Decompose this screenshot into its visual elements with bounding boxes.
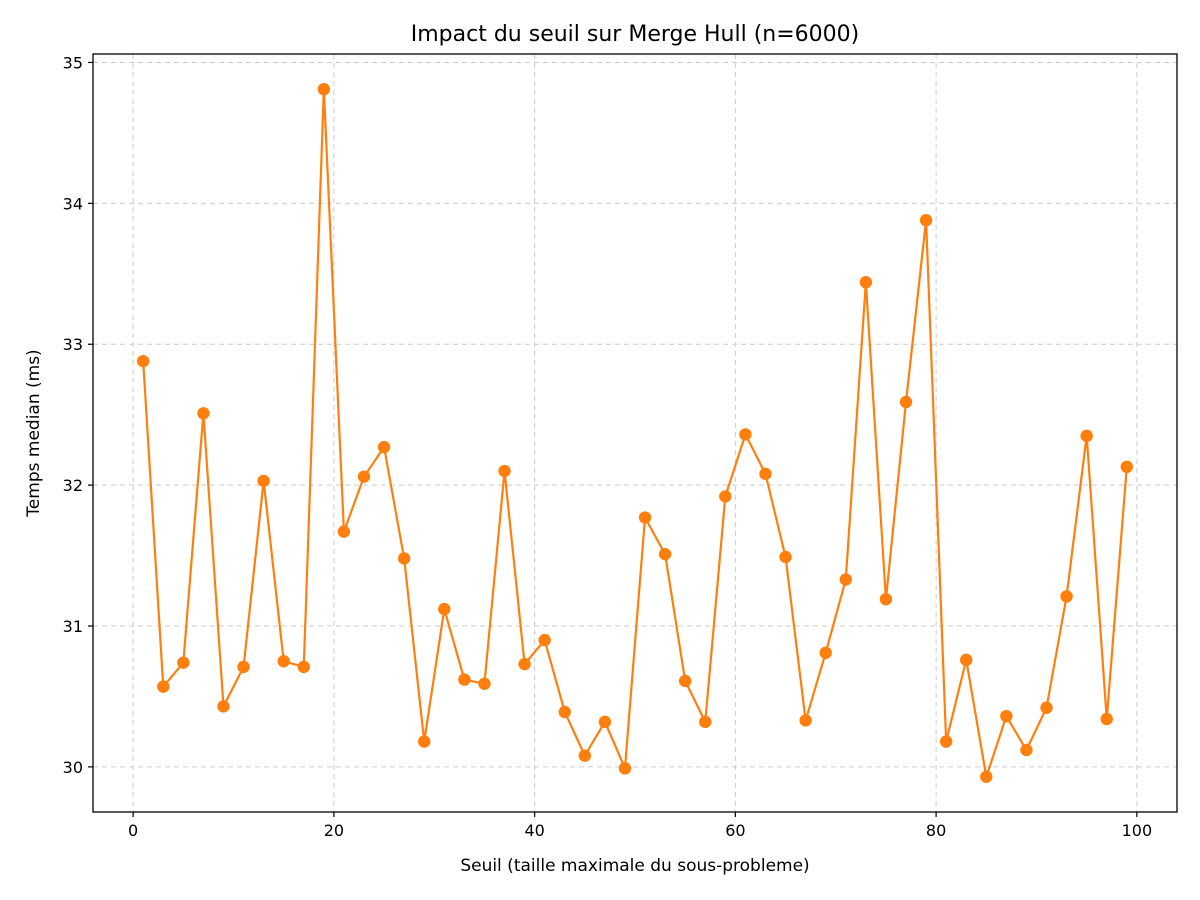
data-point xyxy=(357,470,371,483)
data-point xyxy=(177,656,190,669)
data-point xyxy=(237,660,250,674)
data-point xyxy=(1020,743,1033,757)
data-point xyxy=(1100,712,1113,726)
data-point xyxy=(217,700,230,713)
data-point xyxy=(598,715,612,729)
data-point xyxy=(458,673,471,686)
x-tick-label: 20 xyxy=(324,821,344,840)
data-point xyxy=(658,547,672,561)
y-tick-label: 31 xyxy=(63,617,83,636)
data-point xyxy=(377,440,391,454)
x-tick-label: 100 xyxy=(1122,821,1153,840)
data-point xyxy=(799,714,812,727)
x-axis-label: Seuil (taille maximale du sous-probleme) xyxy=(460,856,809,876)
x-tick-label: 0 xyxy=(128,821,138,840)
data-point xyxy=(899,395,913,409)
data-point xyxy=(297,660,310,674)
data-point xyxy=(538,633,551,647)
data-point xyxy=(478,677,491,690)
data-point xyxy=(678,674,692,688)
data-point xyxy=(157,680,170,693)
x-tick-label: 60 xyxy=(725,821,745,840)
y-tick-label: 33 xyxy=(63,335,83,354)
series xyxy=(136,83,1134,783)
data-point xyxy=(859,276,873,289)
chart-title: Impact du seuil sur Merge Hull (n=6000) xyxy=(411,22,860,47)
data-point xyxy=(578,749,592,762)
data-point xyxy=(1060,590,1073,603)
data-point xyxy=(779,550,792,564)
data-point xyxy=(980,770,993,783)
plot-frame xyxy=(92,53,1178,813)
data-point xyxy=(719,490,732,503)
data-point xyxy=(418,735,431,748)
x-tick-label: 80 xyxy=(926,821,946,840)
data-point xyxy=(759,467,772,481)
y-tick-label: 35 xyxy=(63,53,83,72)
x-tick-label: 40 xyxy=(524,821,544,840)
data-point xyxy=(1120,460,1134,474)
data-point xyxy=(1080,429,1093,443)
data-point xyxy=(879,593,893,606)
data-point xyxy=(337,525,351,538)
data-point xyxy=(960,653,973,667)
series-line xyxy=(142,88,1128,778)
data-point xyxy=(919,214,933,227)
data-point xyxy=(558,705,571,719)
data-point xyxy=(739,428,752,441)
data-point xyxy=(819,646,832,659)
y-axis: 30 31 32 33 34 35 xyxy=(63,53,93,777)
y-tick-label: 30 xyxy=(63,758,83,777)
data-point xyxy=(1040,701,1053,714)
data-point xyxy=(618,762,632,775)
data-point xyxy=(518,657,531,671)
y-tick-label: 34 xyxy=(63,194,83,213)
data-point xyxy=(257,474,270,488)
data-point xyxy=(136,354,150,368)
data-point xyxy=(277,655,290,668)
data-point xyxy=(317,83,331,96)
x-axis: 0 20 40 60 80 100 xyxy=(128,812,1152,840)
data-point xyxy=(397,552,411,565)
data-point xyxy=(638,511,652,524)
data-point xyxy=(197,407,210,420)
data-point xyxy=(939,735,953,748)
grid xyxy=(93,54,1177,812)
y-tick-label: 32 xyxy=(63,476,83,495)
data-point xyxy=(1000,709,1013,723)
data-point xyxy=(699,715,712,729)
data-point xyxy=(438,602,451,616)
y-axis-label: Temps median (ms) xyxy=(24,349,44,517)
data-point xyxy=(498,464,511,478)
data-point xyxy=(839,573,852,586)
